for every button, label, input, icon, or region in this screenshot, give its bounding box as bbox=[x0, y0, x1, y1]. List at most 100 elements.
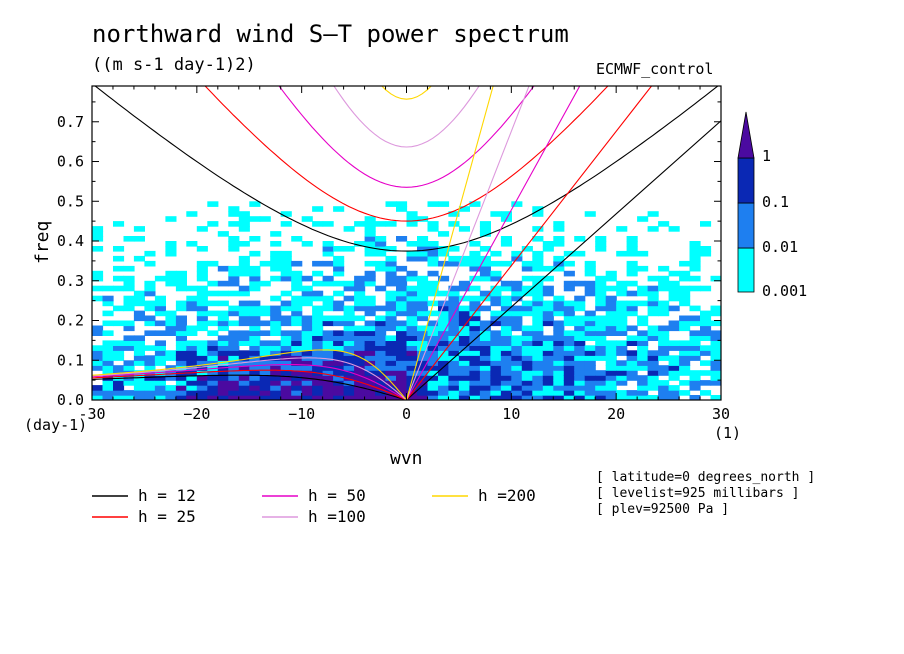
power-cell bbox=[175, 275, 187, 282]
power-cell bbox=[458, 370, 470, 376]
power-cell bbox=[249, 325, 261, 332]
power-cell bbox=[563, 360, 575, 366]
power-cell bbox=[595, 330, 607, 336]
power-cell bbox=[312, 270, 324, 277]
power-cell bbox=[574, 295, 586, 302]
power-cell bbox=[396, 265, 408, 272]
power-cell bbox=[228, 221, 240, 227]
power-cell bbox=[563, 270, 575, 277]
power-cell bbox=[207, 280, 219, 287]
power-cell bbox=[207, 370, 219, 376]
power-cell bbox=[637, 395, 649, 400]
power-cell bbox=[469, 360, 481, 366]
power-cell bbox=[438, 370, 450, 376]
power-cell bbox=[616, 325, 628, 332]
power-cell bbox=[637, 300, 649, 307]
power-cell bbox=[259, 310, 271, 317]
power-cell bbox=[605, 270, 617, 277]
power-cell bbox=[333, 300, 345, 307]
power-cell bbox=[458, 226, 470, 232]
power-cell bbox=[563, 320, 575, 327]
power-cell bbox=[238, 305, 250, 312]
power-cell bbox=[469, 355, 481, 361]
power-cell bbox=[479, 330, 491, 336]
power-cell bbox=[563, 330, 575, 336]
power-cell bbox=[469, 345, 481, 351]
power-cell bbox=[469, 305, 481, 312]
power-cell bbox=[385, 395, 397, 400]
power-cell bbox=[490, 350, 502, 356]
power-cell bbox=[175, 340, 187, 346]
power-cell bbox=[249, 390, 261, 396]
power-cell bbox=[637, 390, 649, 396]
power-cell bbox=[175, 335, 187, 341]
power-cell bbox=[417, 310, 429, 317]
power-cell bbox=[626, 290, 638, 297]
power-cell bbox=[469, 201, 481, 207]
power-cell bbox=[249, 216, 261, 222]
power-cell bbox=[312, 260, 324, 267]
power-cell bbox=[291, 305, 303, 312]
power-cell bbox=[186, 330, 198, 336]
power-cell bbox=[333, 350, 345, 356]
power-cell bbox=[165, 355, 177, 361]
power-cell bbox=[658, 335, 670, 341]
power-cell bbox=[679, 270, 691, 277]
colorbar: 0.001 0.01 0.1 1 bbox=[737, 111, 807, 300]
power-cell bbox=[521, 330, 533, 336]
power-cell bbox=[259, 260, 271, 267]
power-cell bbox=[658, 340, 670, 346]
power-cell bbox=[196, 395, 208, 400]
power-cell bbox=[186, 385, 198, 391]
power-cell bbox=[595, 290, 607, 297]
power-cell bbox=[500, 385, 512, 391]
power-cell bbox=[490, 290, 502, 297]
power-cell bbox=[458, 295, 470, 302]
power-cell bbox=[312, 350, 324, 356]
power-cell bbox=[92, 275, 104, 282]
power-cell bbox=[228, 310, 240, 317]
power-cell bbox=[354, 300, 366, 307]
power-cell bbox=[228, 390, 240, 396]
power-cell bbox=[165, 280, 177, 287]
power-cell bbox=[102, 320, 114, 327]
power-cell bbox=[364, 300, 376, 307]
y-tick-label: 0.1 bbox=[57, 351, 84, 369]
power-cell bbox=[511, 365, 523, 371]
power-cell bbox=[679, 295, 691, 302]
power-cell bbox=[479, 370, 491, 376]
power-cell bbox=[396, 370, 408, 376]
power-cell bbox=[448, 221, 460, 227]
power-cell bbox=[448, 260, 460, 267]
power-cell bbox=[574, 236, 586, 242]
power-cell bbox=[710, 380, 721, 386]
power-cell bbox=[532, 290, 544, 297]
power-cell bbox=[500, 395, 512, 400]
power-cell bbox=[249, 305, 261, 312]
power-cell bbox=[427, 290, 439, 297]
power-cell bbox=[238, 315, 250, 322]
power-cell bbox=[679, 340, 691, 346]
power-cell bbox=[396, 340, 408, 346]
power-cell bbox=[92, 226, 104, 232]
power-cell bbox=[689, 246, 701, 252]
power-cell bbox=[92, 246, 104, 252]
power-cell bbox=[228, 206, 240, 212]
power-cell bbox=[563, 335, 575, 341]
power-cell bbox=[375, 325, 387, 332]
power-cell bbox=[291, 390, 303, 396]
power-cell bbox=[385, 305, 397, 312]
power-cell bbox=[574, 390, 586, 396]
power-cell bbox=[511, 335, 523, 341]
power-cell bbox=[490, 320, 502, 327]
power-cell bbox=[396, 355, 408, 361]
power-cell bbox=[207, 320, 219, 327]
power-cell bbox=[133, 300, 145, 307]
power-cell bbox=[385, 320, 397, 327]
power-cell bbox=[417, 375, 429, 381]
power-cell bbox=[605, 350, 617, 356]
power-cell bbox=[500, 280, 512, 287]
power-cell bbox=[92, 355, 104, 361]
power-cell bbox=[479, 395, 491, 400]
power-cell bbox=[322, 275, 334, 282]
